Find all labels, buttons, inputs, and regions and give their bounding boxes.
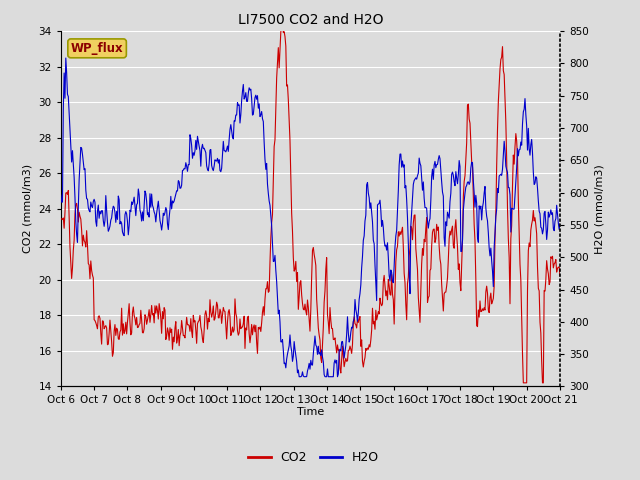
Title: LI7500 CO2 and H2O: LI7500 CO2 and H2O [237, 13, 383, 27]
Y-axis label: CO2 (mmol/m3): CO2 (mmol/m3) [23, 164, 33, 253]
Text: WP_flux: WP_flux [71, 42, 124, 55]
Legend: CO2, H2O: CO2, H2O [243, 446, 384, 469]
X-axis label: Time: Time [297, 407, 324, 417]
Y-axis label: H2O (mmol/m3): H2O (mmol/m3) [595, 164, 604, 253]
